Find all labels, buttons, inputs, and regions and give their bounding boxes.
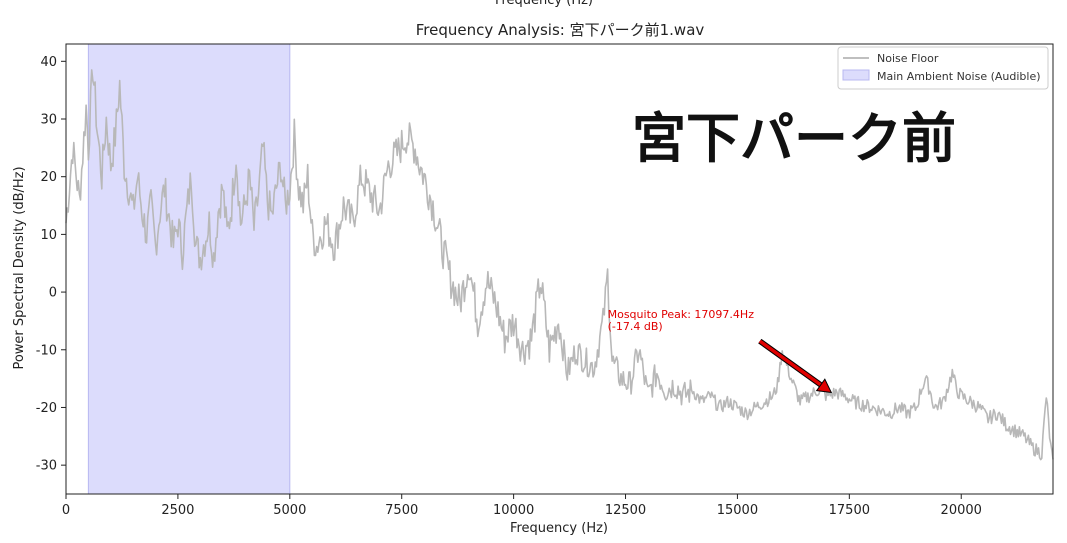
x-tick-label: 20000 bbox=[941, 503, 982, 518]
legend: Noise Floor Main Ambient Noise (Audible) bbox=[837, 46, 1049, 90]
annotation-text-line2: (-17.4 dB) bbox=[608, 320, 663, 333]
y-tick-label: -10 bbox=[36, 343, 57, 358]
annotation-text-line1: Mosquito Peak: 17097.4Hz bbox=[608, 308, 755, 321]
y-tick-label: 10 bbox=[40, 228, 57, 243]
x-tick-label: 5000 bbox=[273, 503, 306, 518]
plot-frame bbox=[65, 43, 1054, 495]
annotation-arrow-head bbox=[815, 378, 833, 394]
x-tick-label: 10000 bbox=[493, 503, 534, 518]
mosquito-annotation: Mosquito Peak: 17097.4Hz (-17.4 dB) bbox=[608, 308, 833, 394]
x-tick-label: 12500 bbox=[605, 503, 646, 518]
x-axis-ticks: 0 2500 5000 7500 10000 12500 15000 17500 20000 bbox=[62, 494, 982, 518]
annotation-arrow-inner bbox=[758, 339, 822, 387]
x-tick-label: 0 bbox=[62, 503, 70, 518]
x-tick-label: 2500 bbox=[161, 503, 194, 518]
legend-box bbox=[837, 46, 1049, 90]
x-tick-label: 15000 bbox=[717, 503, 758, 518]
legend-ambient-band-swatch bbox=[842, 69, 870, 81]
y-tick-label: 0 bbox=[49, 286, 57, 301]
chart-title: Frequency Analysis: 宮下パーク前1.wav bbox=[416, 21, 705, 39]
main-ambient-noise-band bbox=[87, 43, 291, 495]
plot-area bbox=[65, 43, 1054, 495]
y-axis-ticks: -30 -20 -10 0 10 20 30 40 bbox=[36, 55, 66, 474]
noise-floor-line bbox=[65, 69, 1054, 461]
y-tick-label: 40 bbox=[40, 55, 57, 70]
top-cut-xlabel: Frequency (Hz) bbox=[495, 0, 593, 8]
x-axis-label: Frequency (Hz) bbox=[510, 521, 608, 536]
y-tick-label: -30 bbox=[36, 459, 57, 474]
legend-noise-floor-label: Noise Floor bbox=[877, 52, 939, 65]
y-tick-label: -20 bbox=[36, 401, 57, 416]
x-tick-label: 17500 bbox=[829, 503, 870, 518]
x-tick-label: 7500 bbox=[385, 503, 418, 518]
location-overlay-text: 宮下パーク前 bbox=[632, 107, 956, 170]
y-tick-label: 30 bbox=[40, 113, 57, 128]
y-tick-label: 20 bbox=[40, 170, 57, 185]
legend-ambient-band-label: Main Ambient Noise (Audible) bbox=[877, 70, 1041, 83]
y-axis-label: Power Spectral Density (dB/Hz) bbox=[12, 166, 27, 369]
